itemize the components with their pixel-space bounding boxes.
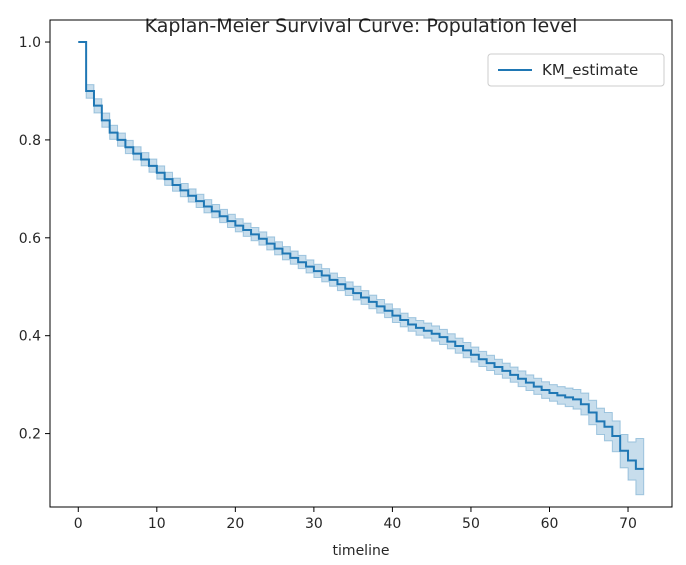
x-tick-label: 10 xyxy=(148,516,166,532)
survival-line-layer xyxy=(78,41,644,470)
y-tick-label: 0.2 xyxy=(19,427,41,443)
legend-box xyxy=(487,53,665,87)
x-tick-label: 20 xyxy=(226,516,244,532)
legend: KM_estimate xyxy=(487,53,665,87)
x-tick-label: 60 xyxy=(541,516,559,532)
x-tick-label: 50 xyxy=(462,516,480,532)
confidence-band-layer xyxy=(78,41,645,496)
x-tick-label: 40 xyxy=(384,516,402,532)
plot-frame xyxy=(49,19,673,508)
survival-line-km-estimate xyxy=(78,41,644,470)
x-tick-label: 30 xyxy=(305,516,323,532)
x-axis-label: timeline xyxy=(333,543,390,559)
x-axis-ticks: 0 10 20 30 40 50 60 70 xyxy=(74,507,637,532)
chart-title: Kaplan-Meier Survival Curve: Population … xyxy=(145,15,578,37)
confidence-band xyxy=(78,41,645,496)
x-tick-label: 0 xyxy=(74,516,83,532)
legend-label-km-estimate: KM_estimate xyxy=(542,61,638,80)
x-tick-label: 70 xyxy=(619,516,637,532)
y-tick-label: 1.0 xyxy=(19,35,41,51)
y-tick-label: 0.4 xyxy=(19,329,41,345)
y-axis-ticks: 0.2 0.4 0.6 0.8 1.0 xyxy=(19,35,50,443)
y-tick-label: 0.8 xyxy=(19,133,41,149)
y-tick-label: 0.6 xyxy=(19,231,41,247)
